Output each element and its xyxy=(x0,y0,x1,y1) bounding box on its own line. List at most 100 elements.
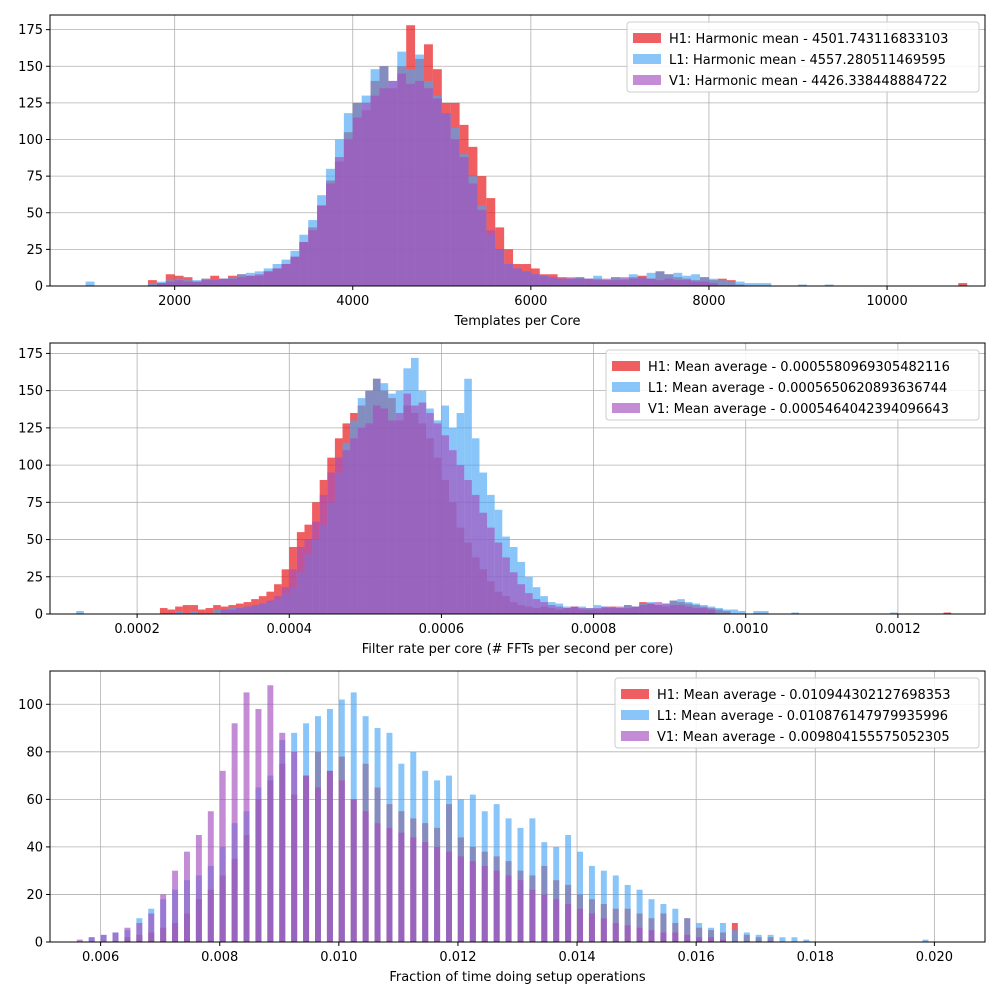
histogram-bar xyxy=(502,557,510,614)
histogram-bar xyxy=(553,846,560,942)
histogram-bar xyxy=(555,606,564,614)
histogram-bar xyxy=(731,930,738,942)
histogram-bar xyxy=(148,913,155,942)
histogram-bar xyxy=(418,402,427,614)
x-tick-label: 0.010 xyxy=(320,950,357,965)
histogram-bar xyxy=(395,412,404,614)
histogram-bar xyxy=(495,249,505,286)
y-tick-label: 25 xyxy=(26,570,43,585)
histogram-bar xyxy=(696,922,703,942)
histogram-bar xyxy=(577,908,584,942)
histogram-bar xyxy=(557,278,567,286)
x-tick-label: 0.008 xyxy=(201,950,238,965)
histogram-bar xyxy=(124,927,131,942)
histogram-bar xyxy=(521,271,531,286)
histogram-bar xyxy=(190,611,198,614)
histogram-bar xyxy=(639,605,647,614)
histogram-bar xyxy=(624,608,632,614)
histogram-bar xyxy=(525,593,533,614)
x-tick-label: 10000 xyxy=(866,294,907,309)
x-tick-label: 0.016 xyxy=(678,950,715,965)
series-v1 xyxy=(220,393,716,614)
histogram-bar xyxy=(76,939,83,942)
histogram-bar xyxy=(575,278,585,286)
histogram-bar xyxy=(517,584,526,614)
histogram-bar xyxy=(334,457,343,614)
histogram-bar xyxy=(753,283,763,286)
histogram-bar xyxy=(479,512,488,614)
histogram-bar xyxy=(684,934,691,942)
histogram-bar xyxy=(415,80,424,287)
histogram-bar xyxy=(338,780,345,942)
histogram-bar xyxy=(291,751,298,942)
histogram-bar xyxy=(357,427,366,614)
y-tick-label: 25 xyxy=(26,243,43,258)
histogram-bar xyxy=(281,264,291,286)
histogram-bar xyxy=(386,827,393,942)
histogram-bar xyxy=(708,927,715,942)
legend-entry-label: H1: Mean average - 0.0005580969305482116 xyxy=(648,360,950,375)
histogram-bar xyxy=(677,605,685,614)
histogram-bar xyxy=(274,596,282,614)
x-tick-label: 2000 xyxy=(158,294,191,309)
histogram-bar xyxy=(655,271,665,286)
histogram-bar xyxy=(593,608,602,614)
histogram-bar xyxy=(616,606,625,614)
histogram-bar xyxy=(600,870,607,942)
histogram-bar xyxy=(326,183,335,286)
histogram-panel-setup-fraction: 0.006 0.008 0.010 0.012 0.014 0.016 0.018 0.020… xyxy=(18,670,986,985)
histogram-panel-templates-per-core: 2000 4000 6000 8000 10000 0 25 50 75 100 125 150 175… xyxy=(18,14,986,329)
series-v1 xyxy=(76,685,726,942)
histogram-bar xyxy=(441,113,451,287)
legend: H1: Harmonic mean - 4501.743116833103 L1:… xyxy=(626,21,980,93)
x-tick-label: 0.0010 xyxy=(723,622,769,637)
histogram-bar xyxy=(719,922,726,942)
legend-entry-label: L1: Harmonic mean - 4557.280511469595 xyxy=(669,53,946,68)
series-v1 xyxy=(156,73,718,287)
histogram-bar xyxy=(190,605,198,614)
histogram-bar xyxy=(76,611,84,614)
histogram-bar xyxy=(530,274,540,286)
histogram-bar xyxy=(172,870,179,942)
x-tick-label: 0.006 xyxy=(82,950,119,965)
histogram-bar xyxy=(112,932,119,942)
histogram-bar xyxy=(684,606,693,614)
histogram-bar xyxy=(738,611,746,614)
histogram-bar xyxy=(315,787,321,942)
histogram-bar xyxy=(791,937,798,942)
histogram-bar xyxy=(388,420,396,614)
y-tick-label: 100 xyxy=(18,459,43,474)
histogram-bar xyxy=(350,438,358,614)
histogram-bar xyxy=(578,608,586,614)
histogram-bar xyxy=(612,922,619,942)
histogram-bar xyxy=(352,117,362,286)
histogram-bar xyxy=(174,280,184,286)
histogram-bar xyxy=(468,183,478,286)
histogram-bar xyxy=(160,894,167,942)
histogram-bar xyxy=(237,277,246,286)
histogram-bar xyxy=(464,479,472,614)
histogram-bar xyxy=(388,80,398,287)
histogram-bar xyxy=(601,606,609,614)
histogram-bar xyxy=(648,899,655,942)
histogram-bar xyxy=(195,835,202,942)
histogram-bar xyxy=(343,139,353,286)
y-tick-label: 60 xyxy=(26,793,43,808)
histogram-bar xyxy=(410,837,417,942)
histogram-bar xyxy=(760,611,769,614)
histogram-bar xyxy=(612,875,619,942)
histogram-bar xyxy=(85,281,95,286)
histogram-bar xyxy=(611,280,620,286)
histogram-bar xyxy=(422,842,429,942)
legend-entry-label: H1: Harmonic mean - 4501.743116833103 xyxy=(669,32,948,47)
histogram-bar xyxy=(726,281,736,286)
histogram-bar xyxy=(648,930,655,942)
histogram-bar xyxy=(548,277,558,286)
histogram-bar xyxy=(456,465,465,614)
histogram-bar xyxy=(529,818,536,942)
histogram-bar xyxy=(646,278,656,286)
histogram-bar xyxy=(577,851,584,942)
histogram-bar xyxy=(147,283,157,286)
legend-entry-label: L1: Mean average - 0.0005650620893636744 xyxy=(648,381,947,396)
histogram-bar xyxy=(735,281,745,286)
